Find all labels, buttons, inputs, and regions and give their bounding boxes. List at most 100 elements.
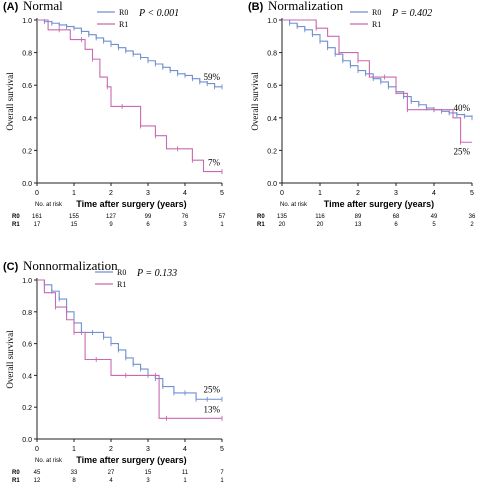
y-axis-label: Overall survival	[5, 330, 15, 389]
y-axis-label: Overall survival	[5, 72, 15, 131]
risk-count: 76	[182, 214, 189, 220]
risk-table-title: No. at risk	[35, 202, 63, 208]
panel-label: (B)	[248, 1, 264, 13]
y-tick-label: 0.0	[22, 437, 32, 444]
risk-count: 5	[432, 222, 436, 228]
y-axis-label: Overall survival	[250, 72, 260, 131]
risk-count: 49	[431, 214, 438, 220]
risk-count: 12	[34, 478, 41, 484]
y-tick-label: 1.0	[22, 278, 32, 285]
risk-count: 20	[279, 222, 286, 228]
legend-label-r1: R1	[117, 280, 126, 289]
legend-label-r1: R1	[119, 20, 128, 29]
y-tick-label: 0.2	[267, 148, 277, 155]
risk-count: 161	[32, 214, 43, 220]
x-tick-label: 2	[109, 190, 113, 197]
p-value: P = 0.402	[391, 8, 432, 19]
risk-count: 8	[72, 478, 76, 484]
x-tick-label: 3	[394, 190, 398, 197]
risk-count: 36	[469, 214, 476, 220]
risk-count: 135	[277, 214, 288, 220]
risk-count: 1	[183, 478, 187, 484]
panel-title: Normalization	[268, 0, 344, 13]
end-label-r1: 7%	[208, 158, 221, 168]
risk-count: 4	[109, 478, 113, 484]
series-line-r0	[282, 19, 473, 118]
risk-row-label: R1	[12, 478, 20, 484]
risk-count: 45	[34, 470, 41, 476]
x-tick-label: 3	[146, 190, 150, 197]
panel-title: Normal	[23, 0, 63, 13]
series-line-r1	[282, 19, 472, 143]
x-axis-label: Time after surgery (years)	[76, 455, 186, 465]
p-value: P = 0.133	[136, 268, 177, 279]
risk-count: 127	[106, 214, 117, 220]
x-tick-label: 0	[35, 446, 39, 453]
risk-count: 7	[220, 470, 224, 476]
x-tick-label: 2	[109, 446, 113, 453]
risk-table-title: No. at risk	[35, 458, 63, 464]
y-tick-label: 0.8	[22, 51, 32, 58]
risk-row-label: R1	[257, 222, 265, 228]
x-tick-label: 1	[72, 190, 76, 197]
risk-row-label: R1	[12, 222, 20, 228]
x-axis-label: Time after surgery (years)	[76, 199, 186, 209]
risk-count: 1	[220, 478, 224, 484]
y-tick-label: 0.0	[267, 181, 277, 188]
risk-count: 68	[393, 214, 400, 220]
y-tick-label: 0.8	[267, 51, 277, 58]
end-label-r1: 13%	[204, 404, 221, 414]
x-tick-label: 4	[432, 190, 436, 197]
y-tick-label: 0.6	[22, 342, 32, 349]
risk-row-label: R0	[12, 214, 20, 220]
y-tick-label: 0.6	[267, 83, 277, 90]
risk-count: 116	[315, 214, 325, 220]
risk-count: 20	[317, 222, 324, 228]
risk-row-label: R0	[12, 470, 20, 476]
y-tick-label: 0.4	[267, 116, 277, 123]
series-line-r1	[37, 19, 222, 173]
x-tick-label: 0	[35, 190, 39, 197]
risk-count: 15	[145, 470, 152, 476]
y-tick-label: 0.0	[22, 181, 32, 188]
risk-count: 11	[182, 470, 189, 476]
y-tick-label: 0.4	[22, 116, 32, 123]
y-tick-label: 1.0	[267, 18, 277, 25]
risk-count: 2	[470, 222, 474, 228]
risk-count: 6	[146, 222, 150, 228]
x-tick-label: 4	[183, 446, 187, 453]
risk-count: 89	[355, 214, 362, 220]
series-line-r0	[37, 19, 222, 88]
panel-label: (C)	[3, 261, 19, 273]
legend-label-r0: R0	[117, 268, 126, 277]
risk-count: 155	[69, 214, 80, 220]
x-tick-label: 1	[318, 190, 322, 197]
risk-row-label: R0	[257, 214, 265, 220]
risk-table-title: No. at risk	[280, 202, 308, 208]
risk-count: 33	[71, 470, 78, 476]
end-label-r1: 25%	[454, 146, 471, 156]
end-label-r0: 59%	[204, 72, 221, 82]
y-tick-label: 1.0	[22, 18, 32, 25]
end-label-r0: 40%	[454, 103, 471, 113]
y-tick-label: 0.2	[22, 405, 32, 412]
y-tick-label: 0.4	[22, 373, 32, 380]
x-tick-label: 5	[470, 190, 474, 197]
risk-count: 27	[108, 470, 115, 476]
risk-count: 15	[71, 222, 78, 228]
y-tick-label: 0.2	[22, 148, 32, 155]
x-tick-label: 5	[220, 190, 224, 197]
risk-count: 1	[220, 222, 224, 228]
risk-count: 9	[109, 222, 113, 228]
end-label-r0: 25%	[204, 384, 221, 394]
x-tick-label: 3	[146, 446, 150, 453]
risk-count: 57	[219, 214, 226, 220]
legend-label-r0: R0	[119, 8, 128, 17]
x-tick-label: 4	[183, 190, 187, 197]
legend-label-r0: R0	[372, 8, 381, 17]
series-line-r1	[37, 279, 222, 419]
x-tick-label: 0	[280, 190, 284, 197]
series-line-r0	[37, 279, 222, 400]
risk-count: 3	[146, 478, 150, 484]
